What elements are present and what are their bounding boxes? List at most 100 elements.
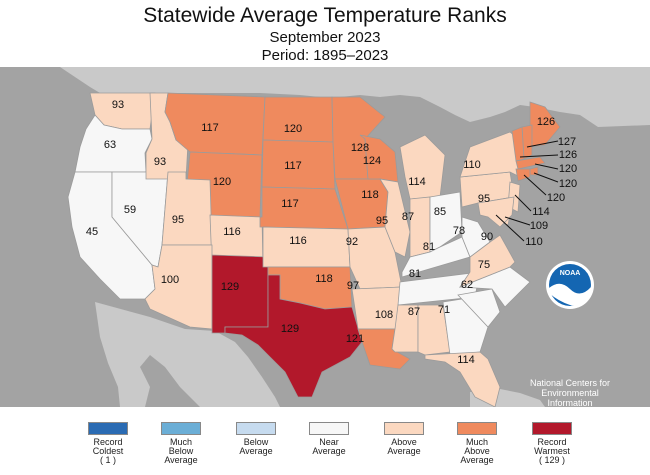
legend-label: Below: [243, 437, 269, 447]
rank-label-ms: 108: [375, 309, 393, 321]
state-fl: [424, 351, 501, 407]
state-vt: [511, 126, 525, 162]
rank-label-wa: 93: [112, 99, 124, 111]
ncei-line: Environmental: [541, 388, 599, 398]
rank-label-il: 95: [376, 215, 388, 227]
rank-label-nm: 129: [221, 281, 239, 293]
leader-line-de: [504, 216, 531, 226]
rank-label-ct: 120: [547, 192, 565, 204]
rank-label-fl: 114: [457, 354, 475, 366]
state-nd: [262, 96, 334, 143]
legend-label: Average: [460, 455, 494, 465]
rank-label-ia: 118: [361, 189, 379, 201]
legend-label: ( 1 ): [99, 455, 116, 465]
legend-swatch: [384, 422, 424, 435]
legend-item-much-above: Much Above Average: [437, 422, 517, 465]
legend-swatch: [161, 422, 201, 435]
rank-label-ny: 110: [463, 159, 481, 171]
rank-label-or: 63: [104, 139, 116, 151]
rank-label-mo: 92: [346, 236, 358, 248]
state-ky: [401, 236, 471, 278]
rank-label-ks: 116: [289, 235, 307, 247]
map-period: Period: 1895–2023: [261, 47, 389, 64]
state-ks: [262, 226, 351, 268]
state-mi: [399, 134, 446, 200]
legend-swatch: [309, 422, 349, 435]
rank-label-al: 87: [408, 306, 420, 318]
legend-label: Average: [164, 455, 198, 465]
rank-label-co: 116: [223, 226, 241, 238]
legend-swatch: [236, 422, 276, 435]
legend-label: Record: [93, 437, 123, 447]
state-or: [74, 114, 153, 173]
state-ma: [515, 156, 546, 170]
ncei-date: Thu Oct 5 2023: [538, 408, 602, 418]
rank-label-ga: 71: [438, 304, 450, 316]
rank-label-la: 121: [346, 333, 364, 345]
legend-label: Near: [319, 437, 339, 447]
rank-label-sd: 117: [284, 160, 302, 172]
rank-label-az: 100: [161, 274, 179, 286]
rank-label-ca: 45: [86, 226, 98, 238]
rank-label-wv: 78: [453, 225, 465, 237]
leader-line-md: [495, 214, 525, 242]
rank-label-nh: 127: [558, 136, 576, 148]
ncei-credit: National Centers for Environmental Infor…: [511, 378, 629, 418]
state-md: [477, 196, 515, 228]
legend-item-record-coldest: Record Coldest( 1 ): [68, 422, 148, 465]
legend-label: Above: [391, 437, 417, 447]
rank-label-va: 90: [481, 231, 493, 243]
rank-label-ri: 120: [559, 178, 577, 190]
rank-label-nj: 114: [532, 206, 550, 218]
legend-label: Much: [169, 437, 192, 447]
rank-label-id: 93: [154, 156, 166, 168]
state-sc: [457, 288, 501, 328]
rank-label-me: 126: [537, 116, 555, 128]
rank-label-ky: 81: [423, 241, 435, 253]
state-ne: [259, 186, 349, 230]
rank-label-sc: 62: [461, 279, 473, 291]
rank-label-ok: 118: [315, 273, 333, 285]
state-ct: [515, 168, 531, 182]
leader-line-nh: [526, 140, 559, 148]
rank-label-md: 110: [525, 236, 543, 248]
legend-label: Record: [537, 437, 567, 447]
leader-line-ct: [523, 174, 547, 196]
rank-label-de: 109: [530, 220, 548, 232]
rank-label-tn: 81: [409, 268, 421, 280]
rank-label-nd: 120: [284, 123, 302, 135]
state-nm: [211, 254, 269, 334]
state-oh: [429, 191, 463, 253]
rank-label-ma: 120: [559, 163, 577, 175]
legend-label: Above: [464, 446, 490, 456]
legend-item-below: Below Average: [216, 422, 296, 456]
rank-label-vt: 126: [559, 149, 577, 161]
legend-label: Coldest: [92, 446, 124, 456]
legend-swatch: [457, 422, 497, 435]
rank-label-wi: 124: [363, 155, 381, 167]
legend-swatch: [88, 422, 128, 435]
state-al: [417, 304, 451, 356]
state-ut: [161, 171, 213, 246]
canada-land: [60, 67, 650, 127]
state-va: [458, 234, 516, 288]
state-ga: [442, 298, 489, 356]
rank-label-mt: 117: [201, 122, 219, 134]
map-panel: 93 63 45 59 93 117 120 95 116 100 129 120 117 117 116 1…: [0, 67, 650, 418]
map-title: Statewide Average Temperature Ranks: [143, 4, 507, 27]
legend: Record Coldest( 1 ) Much Below Average Below A…: [0, 410, 650, 475]
leader-line-ri: [533, 172, 559, 183]
rank-label-in: 87: [402, 211, 414, 223]
rank-label-tx: 129: [281, 323, 299, 335]
legend-label: ( 129 ): [538, 455, 565, 465]
rank-label-wy: 120: [213, 176, 231, 188]
legend-item-record-warmest: Record Warmest( 129 ): [512, 422, 592, 465]
legend-label: Average: [387, 446, 421, 456]
rank-label-mi: 114: [408, 176, 426, 188]
legend-item-above: Above Average: [364, 422, 444, 456]
legend-item-near: Near Average: [289, 422, 369, 456]
ncei-line: Information: [547, 398, 593, 408]
map-subtitle: September 2023: [269, 29, 381, 46]
mexico-land: [95, 302, 280, 407]
state-il: [379, 178, 411, 258]
